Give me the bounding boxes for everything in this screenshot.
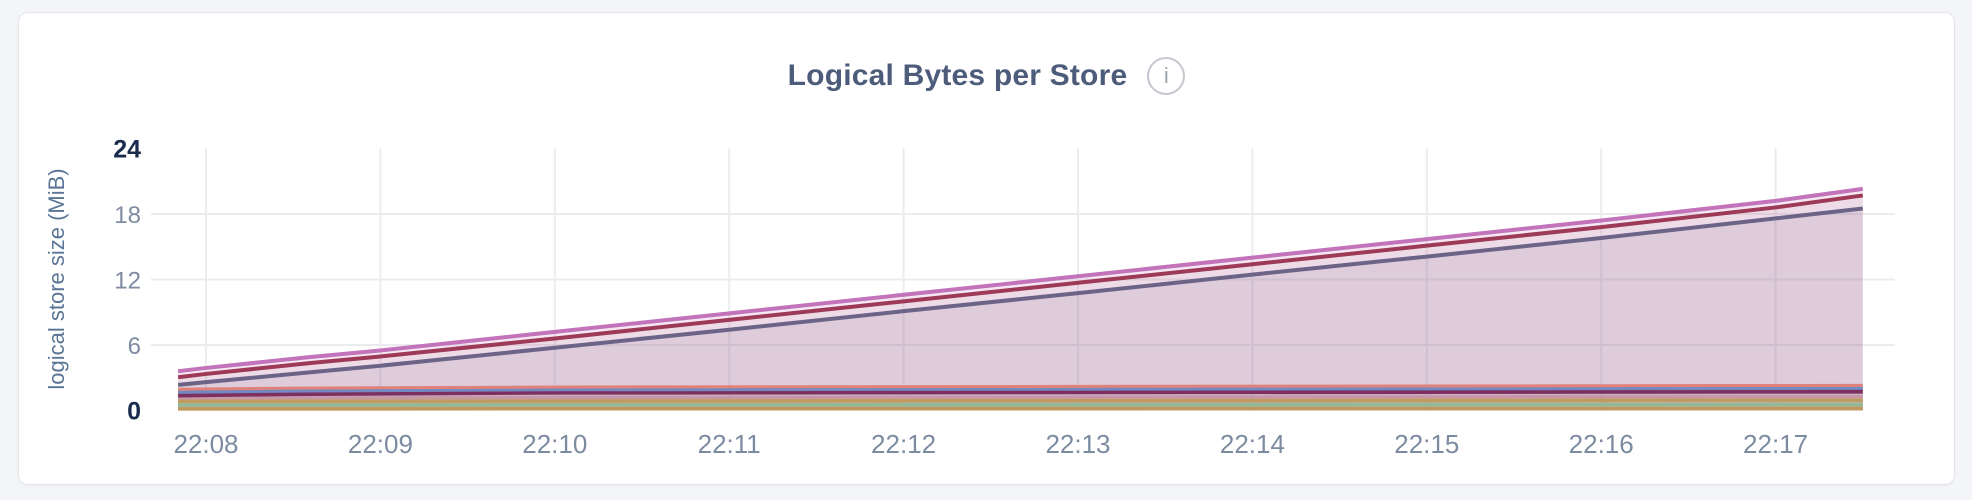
x-tick-label: 22:08 bbox=[173, 429, 238, 459]
store-line-dusty-pink bbox=[178, 395, 1863, 400]
store-line-gold bbox=[178, 398, 1863, 403]
chart-header: Logical Bytes per Store i bbox=[19, 57, 1954, 95]
x-tick-label: 22:16 bbox=[1569, 429, 1634, 459]
store-line-slate bbox=[177, 206, 1864, 387]
info-icon-glyph: i bbox=[1163, 63, 1169, 88]
chart-card: 0 6 12 18 24 22:08 22:09 22:10 22:11 22:12 22:13 22… bbox=[18, 12, 1955, 485]
store-line-orchid bbox=[177, 186, 1864, 374]
store-line-green bbox=[178, 402, 1863, 407]
store-line-salmon bbox=[178, 383, 1863, 391]
x-tick-label: 22:09 bbox=[348, 429, 413, 459]
info-icon[interactable]: i bbox=[1147, 57, 1186, 95]
store-line-maroon bbox=[178, 388, 1863, 398]
x-tick-label: 22:12 bbox=[871, 429, 936, 459]
store-line-crimson-area bbox=[178, 195, 1863, 411]
x-tick-label: 22:17 bbox=[1743, 429, 1808, 459]
store-line-blue bbox=[178, 386, 1863, 394]
y-tick-label: 0 bbox=[127, 398, 141, 426]
x-tick-label: 22:11 bbox=[698, 429, 761, 459]
y-axis-title: logical store size (MiB) bbox=[44, 168, 69, 390]
x-tick-label: 22:15 bbox=[1394, 429, 1459, 459]
y-tick-label: 12 bbox=[114, 267, 141, 294]
store-line-crimson bbox=[177, 193, 1864, 380]
y-tick-label: 24 bbox=[113, 135, 141, 163]
x-tick-label: 22:14 bbox=[1220, 429, 1285, 459]
chart-plot-area[interactable]: 0 6 12 18 24 22:08 22:09 22:10 22:11 22:12 22:13 22… bbox=[19, 13, 1954, 484]
x-tick-label: 22:13 bbox=[1045, 429, 1110, 459]
x-tick-label: 22:10 bbox=[522, 429, 587, 459]
chart-title: Logical Bytes per Store bbox=[787, 59, 1128, 92]
y-tick-label: 18 bbox=[114, 202, 141, 229]
y-tick-label: 6 bbox=[128, 333, 141, 360]
store-line-slate-area bbox=[178, 208, 1863, 411]
